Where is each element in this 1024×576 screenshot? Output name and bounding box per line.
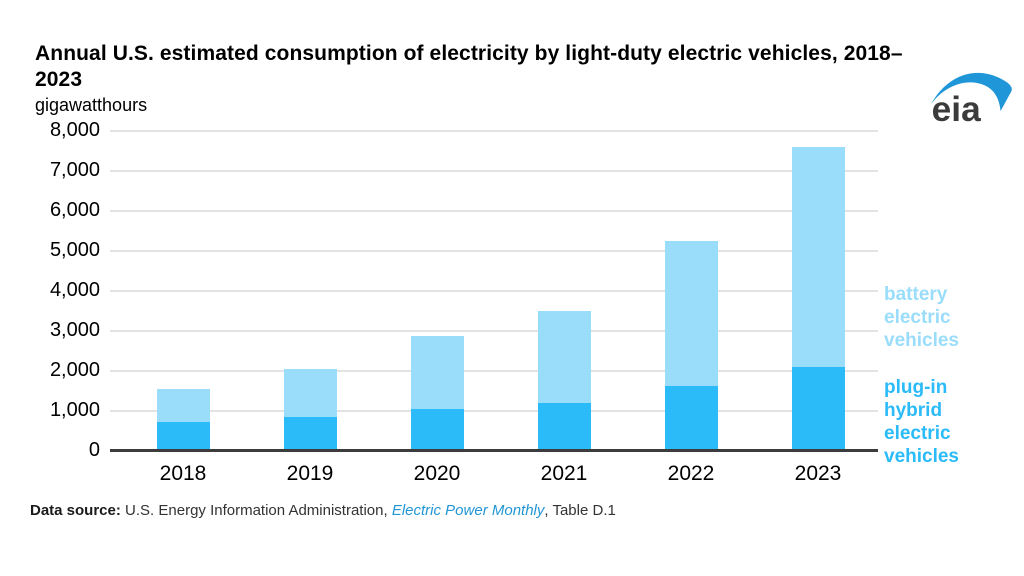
bar-segment-2021-bev (537, 311, 591, 403)
gridline (110, 130, 878, 132)
x-tick-label-2022: 2022 (667, 462, 715, 485)
bar-2021 (537, 311, 591, 451)
y-tick-label: 4,000 (49, 279, 100, 301)
y-tick-label: 0 (88, 439, 100, 461)
legend-plugin-hybrid-electric-vehicles: plug-in hybrid electric vehicles (884, 377, 959, 467)
x-tick-label-2018: 2018 (159, 462, 207, 485)
y-tick-label: 2,000 (49, 359, 100, 381)
gridline (110, 370, 878, 372)
gridline (110, 290, 878, 292)
bar-segment-2021-phev (537, 402, 591, 451)
data-source-suffix: , Table D.1 (544, 502, 616, 519)
bar-segment-2023-bev (791, 147, 845, 368)
y-tick-label: 6,000 (49, 199, 100, 221)
bar-segment-2022-bev (664, 241, 718, 387)
y-tick-label: 5,000 (49, 239, 100, 261)
eia-logo-graphic: eia (930, 72, 1012, 129)
bar-2022 (664, 241, 718, 451)
chart-title: Annual U.S. estimated consumption of ele… (35, 42, 903, 91)
bar-segment-2022-phev (664, 386, 718, 451)
bar-2020 (410, 336, 464, 451)
eia-logo-text: eia (932, 90, 981, 128)
plot-area (110, 130, 878, 452)
y-tick-label: 7,000 (49, 159, 100, 181)
data-source-label: Data source: (30, 502, 121, 519)
bar-2018 (156, 388, 210, 451)
bar-segment-2019-bev (283, 369, 337, 417)
eia-swoosh-icon (930, 72, 1012, 112)
y-tick-label: 8,000 (49, 119, 100, 141)
bar-segment-2018-bev (156, 388, 210, 422)
bar-2019 (283, 369, 337, 451)
y-tick-label: 1,000 (49, 399, 100, 421)
gridline (110, 410, 878, 412)
gridline (110, 170, 878, 172)
electric-power-monthly-link[interactable]: Electric Power Monthly (391, 502, 545, 519)
gridline (110, 330, 878, 332)
gridline (110, 250, 878, 252)
x-tick-label-2020: 2020 (413, 462, 461, 485)
bar-2023 (791, 147, 845, 451)
bar-segment-2020-phev (410, 409, 464, 451)
x-axis-line (110, 449, 878, 452)
x-tick-label-2019: 2019 (286, 462, 334, 485)
y-axis-units-label: gigawatthours (35, 95, 148, 115)
bar-segment-2019-phev (283, 417, 337, 451)
eia-logo: eia (930, 64, 1014, 129)
data-source-note: Data source: U.S. Energy Information Adm… (30, 502, 616, 519)
x-tick-label-2023: 2023 (794, 462, 842, 485)
legend-battery-electric-vehicles: battery electric vehicles (884, 284, 959, 351)
x-tick-label-2021: 2021 (540, 462, 588, 485)
y-tick-label: 3,000 (49, 319, 100, 341)
bar-segment-2020-bev (410, 336, 464, 409)
bar-segment-2023-phev (791, 367, 845, 451)
gridline (110, 210, 878, 212)
data-source-text: U.S. Energy Information Administration, (120, 502, 392, 519)
bar-segment-2018-phev (156, 421, 210, 451)
